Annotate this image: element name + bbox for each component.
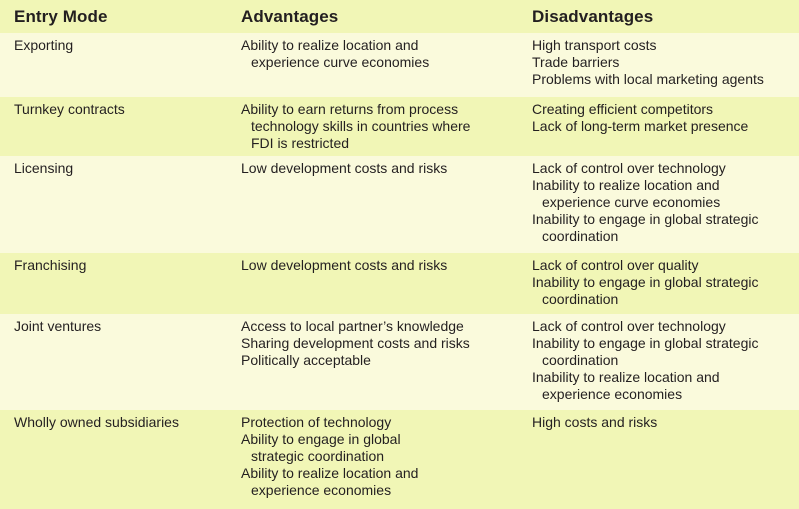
- table-row-joint-ventures: Joint ventures Access to local partner’s…: [0, 314, 799, 410]
- disadvantage-item-continued: coordination: [542, 291, 619, 307]
- advantage-item-continued: FDI is restricted: [251, 135, 350, 151]
- disadvantages-cell: Lack of control over technology Inabilit…: [532, 160, 797, 245]
- entry-mode-cell: Exporting: [14, 37, 74, 53]
- advantage-item: Ability to earn returns from process: [241, 101, 459, 117]
- table-row-franchising: Franchising Low development costs and ri…: [0, 253, 799, 314]
- advantages-cell: Low development costs and risks: [241, 257, 526, 274]
- advantage-item: Protection of technology: [241, 414, 392, 430]
- advantages-cell: Ability to realize location and experien…: [241, 37, 526, 71]
- disadvantages-cell: High costs and risks: [532, 414, 797, 431]
- disadvantage-item: Inability to realize location and: [532, 369, 720, 385]
- disadvantage-item-continued: coordination: [542, 228, 619, 244]
- disadvantage-item: Lack of long-term market presence: [532, 118, 749, 134]
- advantage-item: Ability to realize location and: [241, 37, 419, 53]
- header-entry-mode: Entry Mode: [14, 7, 108, 26]
- table-row-turnkey-contracts: Turnkey contracts Ability to earn return…: [0, 97, 799, 156]
- entry-mode-cell: Joint ventures: [14, 318, 102, 334]
- disadvantage-item: Lack of control over technology: [532, 318, 726, 334]
- disadvantage-item: Inability to realize location and: [532, 177, 720, 193]
- disadvantages-cell: Lack of control over quality Inability t…: [532, 257, 797, 308]
- advantage-item: Low development costs and risks: [241, 257, 448, 273]
- table-row-wholly-owned-subsidiaries: Wholly owned subsidiaries Protection of …: [0, 410, 799, 509]
- advantage-item-continued: strategic coordination: [251, 448, 385, 464]
- disadvantage-item: Problems with local marketing agents: [532, 71, 764, 87]
- disadvantage-item-continued: coordination: [542, 352, 619, 368]
- advantage-item: Access to local partner’s knowledge: [241, 318, 464, 334]
- disadvantage-item: Trade barriers: [532, 54, 620, 70]
- advantages-cell: Ability to earn returns from process tec…: [241, 101, 526, 152]
- disadvantage-item: High costs and risks: [532, 414, 658, 430]
- disadvantage-item: Lack of control over quality: [532, 257, 699, 273]
- advantages-cell: Protection of technology Ability to enga…: [241, 414, 526, 499]
- advantage-item: Ability to realize location and: [241, 465, 419, 481]
- disadvantage-item: High transport costs: [532, 37, 657, 53]
- entry-mode-cell: Turnkey contracts: [14, 101, 125, 117]
- advantage-item-continued: experience curve economies: [251, 54, 430, 70]
- advantage-item-continued: technology skills in countries where: [251, 118, 471, 134]
- advantages-cell: Low development costs and risks: [241, 160, 526, 177]
- advantage-item: Ability to engage in global: [241, 431, 401, 447]
- advantage-item: Sharing development costs and risks: [241, 335, 470, 351]
- header-disadvantages: Disadvantages: [532, 7, 654, 26]
- disadvantage-item-continued: experience curve economies: [542, 194, 721, 210]
- table-row-exporting: Exporting Ability to realize location an…: [0, 33, 799, 97]
- advantage-item: Politically acceptable: [241, 352, 371, 368]
- disadvantage-item: Creating efficient competitors: [532, 101, 714, 117]
- disadvantage-item: Inability to engage in global strategic: [532, 211, 759, 227]
- table-row-licensing: Licensing Low development costs and risk…: [0, 156, 799, 253]
- disadvantages-cell: High transport costs Trade barriers Prob…: [532, 37, 797, 88]
- advantage-item: Low development costs and risks: [241, 160, 448, 176]
- disadvantages-cell: Lack of control over technology Inabilit…: [532, 318, 797, 403]
- disadvantage-item-continued: experience economies: [542, 386, 683, 402]
- table-header-row: Entry Mode Advantages Disadvantages: [0, 0, 799, 33]
- entry-mode-cell: Wholly owned subsidiaries: [14, 414, 179, 430]
- disadvantage-item: Inability to engage in global strategic: [532, 274, 759, 290]
- advantage-item-continued: experience economies: [251, 482, 392, 498]
- header-advantages: Advantages: [241, 7, 339, 26]
- disadvantages-cell: Creating efficient competitors Lack of l…: [532, 101, 797, 135]
- entry-mode-cell: Licensing: [14, 160, 74, 176]
- disadvantage-item: Inability to engage in global strategic: [532, 335, 759, 351]
- disadvantage-item: Lack of control over technology: [532, 160, 726, 176]
- entry-mode-cell: Franchising: [14, 257, 87, 273]
- advantages-cell: Access to local partner’s knowledge Shar…: [241, 318, 526, 369]
